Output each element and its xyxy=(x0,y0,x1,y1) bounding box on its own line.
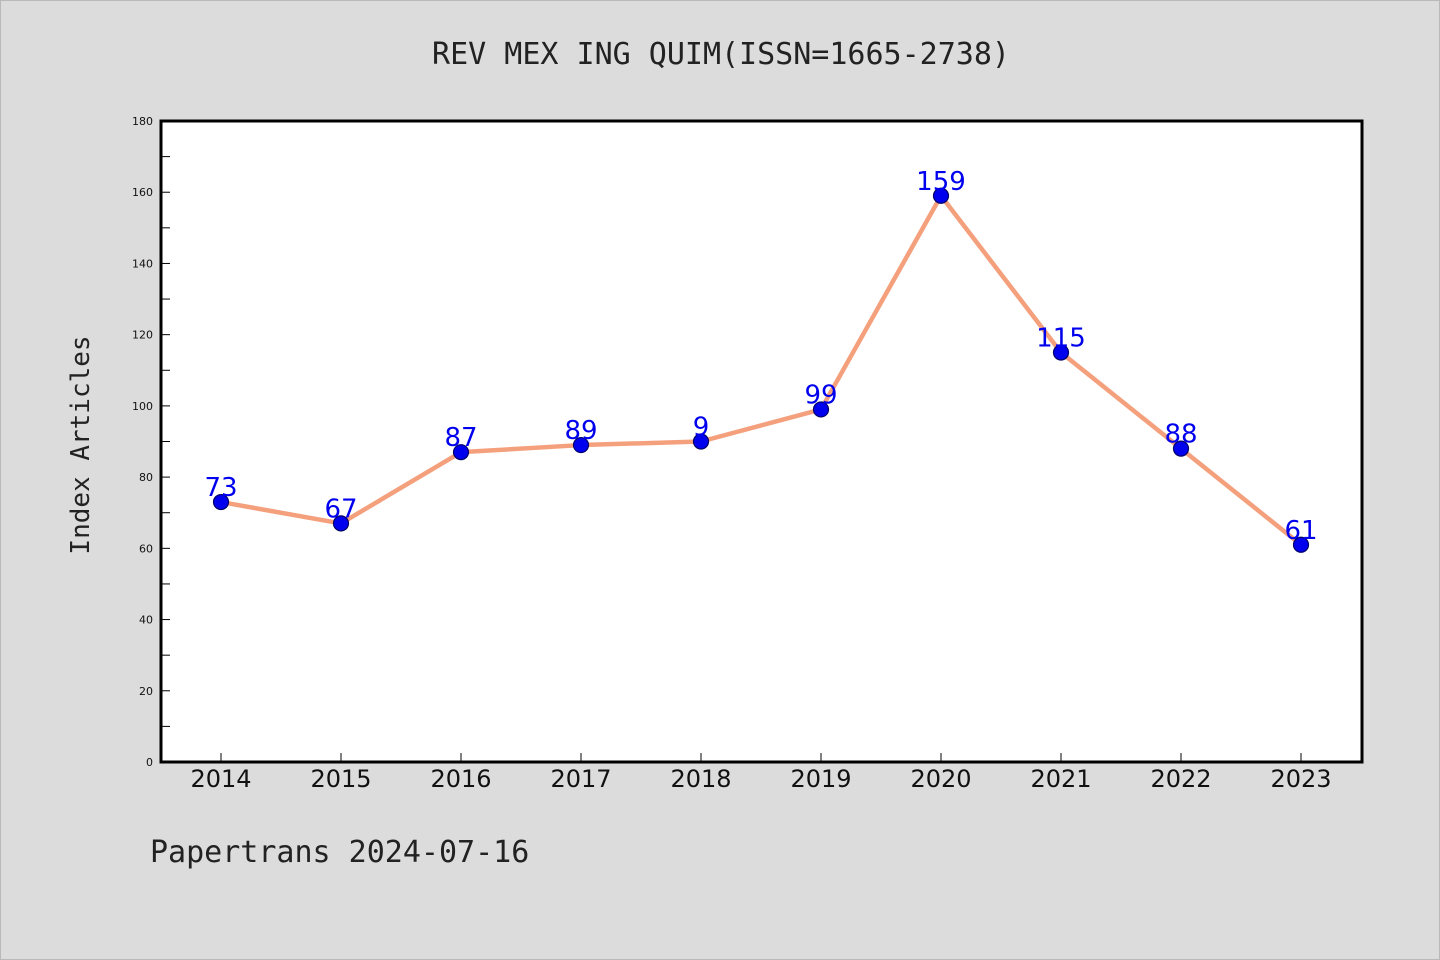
x-tick-label-2018: 2018 xyxy=(670,765,731,793)
footer-note: Papertrans 2024-07-16 xyxy=(150,835,530,870)
data-label-2020: 159 xyxy=(916,167,966,197)
data-point-2023 xyxy=(1292,536,1310,553)
data-label-2022: 88 xyxy=(1164,420,1197,450)
y-tick-label-0: 0 xyxy=(146,756,153,769)
x-tick-label-2016: 2016 xyxy=(430,765,491,793)
x-tick-label-2015: 2015 xyxy=(310,765,371,793)
y-tick-label-80: 80 xyxy=(139,471,153,484)
data-label-2023: 61 xyxy=(1284,516,1317,546)
data-point-2018 xyxy=(692,433,710,450)
data-point-2015 xyxy=(332,515,350,532)
x-tick-label-2020: 2020 xyxy=(910,765,971,793)
chart-title: REV MEX ING QUIM(ISSN=1665-2738) xyxy=(432,37,1010,72)
data-point-2017 xyxy=(572,436,590,454)
data-point-2022 xyxy=(1172,440,1190,457)
y-tick-label-20: 20 xyxy=(139,685,153,698)
data-label-2015: 67 xyxy=(324,494,357,524)
data-label-2016: 87 xyxy=(444,423,477,453)
x-tick-label-2014: 2014 xyxy=(190,765,251,793)
data-label-2021: 115 xyxy=(1036,323,1086,353)
y-tick-label-40: 40 xyxy=(139,614,153,627)
data-point-2019 xyxy=(812,401,830,418)
plot-background xyxy=(161,121,1362,762)
x-tick-label-2023: 2023 xyxy=(1270,765,1331,793)
data-label-2019: 99 xyxy=(804,380,837,410)
data-label-2014: 73 xyxy=(204,473,237,503)
series-line xyxy=(218,193,1304,548)
y-tick-label-140: 140 xyxy=(132,257,153,270)
y-tick-label-60: 60 xyxy=(139,542,153,555)
data-label-2018: 9 xyxy=(693,413,710,443)
data-label-2017: 89 xyxy=(564,416,597,446)
y-tick-label-180: 180 xyxy=(132,115,153,128)
x-tick-label-2019: 2019 xyxy=(790,765,851,793)
data-point-2021 xyxy=(1052,344,1070,361)
y-tick-label-160: 160 xyxy=(132,186,153,199)
data-point-2014 xyxy=(212,493,230,511)
data-point-2020 xyxy=(932,187,950,204)
y-tick-label-100: 100 xyxy=(132,400,153,413)
y-tick-label-120: 120 xyxy=(132,329,153,342)
data-point-2016 xyxy=(452,444,470,461)
x-tick-label-2017: 2017 xyxy=(550,765,611,793)
plot-frame xyxy=(159,119,1364,764)
x-tick-label-2022: 2022 xyxy=(1150,765,1211,793)
x-tick-label-2021: 2021 xyxy=(1030,765,1091,793)
